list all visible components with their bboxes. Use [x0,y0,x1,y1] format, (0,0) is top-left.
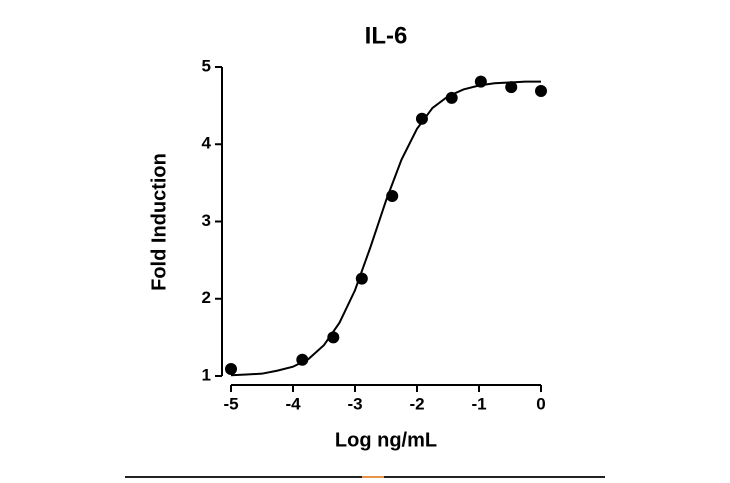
data-point [296,353,309,366]
x-tick-label: -2 [409,394,424,413]
x-tick-label: 0 [536,394,545,413]
chart-title: IL-6 [365,22,408,49]
y-tick-label: 3 [202,211,211,230]
y-tick-label: 2 [202,288,211,307]
data-point [327,331,340,344]
data-point [505,81,518,94]
x-axis-label: Log ng/mL [335,429,437,451]
data-point [535,84,547,97]
y-tick-label: 1 [202,365,211,384]
data-point [445,91,458,104]
data-point [386,190,399,203]
data-point [225,363,237,376]
data-point [355,272,368,285]
y-axis-label: Fold Induction [148,153,170,291]
data-point [474,75,487,88]
x-tick-label: -5 [223,394,238,413]
x-tick-label: -3 [347,394,362,413]
y-tick-label: 4 [202,134,212,153]
x-tick-label: -1 [471,394,486,413]
x-tick-label: -4 [285,394,301,413]
fit-curve [230,80,541,377]
data-point [415,112,428,125]
y-tick-label: 5 [202,56,211,75]
